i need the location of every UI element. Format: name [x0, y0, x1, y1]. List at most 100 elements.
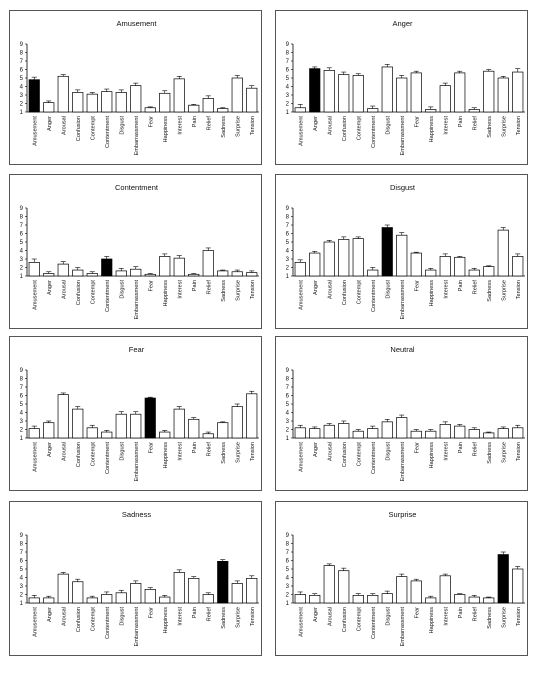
y-tick-label: 9: [20, 42, 24, 48]
y-tick-label: 5: [20, 402, 24, 408]
bar-surprise: [497, 229, 509, 277]
x-tick-label: Happiness: [163, 607, 169, 634]
bar-sadness: [483, 432, 495, 439]
x-tick-label: Pain: [192, 116, 198, 127]
x-tick-label: Relief: [472, 607, 478, 622]
x-tick-label: Confusion: [76, 280, 82, 305]
x-tick-label: Arousal: [327, 607, 333, 626]
y-tick-label: 7: [20, 223, 24, 229]
bar-fear: [144, 589, 156, 604]
x-tick-label: Surprise: [235, 280, 241, 301]
bar-fear: [410, 72, 422, 113]
bar-confusion: [72, 408, 84, 439]
y-tick-label: 5: [20, 76, 24, 82]
bar-happiness: [425, 269, 437, 277]
bar-contempt: [352, 430, 364, 439]
bar-relief: [202, 250, 214, 277]
y-tick-label: 2: [286, 428, 290, 434]
bar-contentment: [101, 91, 113, 113]
bar-amusement: [28, 262, 40, 277]
x-tick-label: Surprise: [235, 442, 241, 463]
bar-surprise: [497, 77, 509, 113]
y-tick-label: 6: [20, 394, 24, 400]
bar-arousal: [323, 565, 335, 604]
x-tick-label: Contempt: [356, 607, 362, 632]
x-tick-label: Interest: [177, 280, 183, 299]
bar-amusement: [294, 427, 306, 439]
x-tick-label: Disgust: [385, 280, 391, 299]
bar-amusement: [28, 597, 40, 604]
chart-panel-contentment: Contentment 1 2 3 4 5 6 7 8 9 Amusement Anger Arousa…: [9, 174, 262, 329]
x-tick-label: Embarrassment: [134, 442, 140, 482]
x-tick-label: Relief: [472, 442, 478, 457]
x-tick-label: Arousal: [327, 442, 333, 461]
bar-interest: [439, 85, 451, 113]
chart-svg: Anger 1 2 3 4 5 6 7 8 9 Amusement Anger Arousal Confu…: [286, 19, 525, 155]
bar-anger: [43, 273, 55, 277]
bar-confusion: [72, 92, 84, 113]
chart-svg: Contentment 1 2 3 4 5 6 7 8 9 Amusement Anger Arousa…: [20, 183, 259, 320]
x-tick-label: Anger: [47, 442, 53, 457]
y-tick-label: 5: [286, 402, 290, 408]
bar-contentment: [101, 258, 113, 277]
y-tick-label: 6: [286, 559, 290, 565]
x-tick-label: Anger: [313, 280, 319, 295]
y-tick-label: 4: [286, 576, 290, 582]
x-tick-label: Sadness: [487, 280, 493, 302]
bar-anger: [309, 252, 321, 277]
x-tick-label: Embarrassment: [400, 607, 406, 647]
x-tick-label: Embarrassment: [134, 280, 140, 320]
x-tick-label: Interest: [443, 607, 449, 626]
x-tick-label: Contentment: [105, 442, 111, 474]
x-tick-label: Amusement: [298, 442, 304, 472]
bar-anger: [309, 594, 321, 604]
x-tick-label: Fear: [414, 442, 420, 454]
x-tick-label: Disgust: [385, 442, 391, 461]
bar-contempt: [352, 594, 364, 604]
chart-panel-surprise: Surprise 1 2 3 4 5 6 7 8 9 Amusement Anger Arousal Co…: [275, 501, 528, 656]
x-tick-label: Happiness: [429, 442, 435, 469]
y-tick-label: 3: [286, 93, 290, 99]
bar-pain: [454, 72, 466, 113]
bar-disgust: [115, 270, 127, 277]
x-tick-label: Sadness: [487, 442, 493, 464]
x-tick-label: Sadness: [221, 116, 227, 138]
y-tick-label: 2: [286, 102, 290, 108]
y-tick-label: 2: [20, 102, 24, 108]
x-tick-label: Fear: [414, 116, 420, 128]
y-tick-label: 4: [20, 411, 24, 417]
y-tick-label: 4: [20, 249, 24, 255]
x-tick-label: Interest: [443, 442, 449, 461]
y-tick-label: 1: [286, 274, 290, 280]
bar-interest: [439, 575, 451, 604]
bar-embarrassment: [130, 583, 142, 604]
y-tick-label: 1: [286, 110, 290, 116]
y-tick-label: 6: [286, 394, 290, 400]
bar-tension: [246, 272, 258, 277]
bar-tension: [246, 577, 258, 604]
bar-pain: [188, 104, 200, 113]
bar-surprise: [231, 77, 243, 113]
y-tick-label: 2: [20, 266, 24, 272]
x-tick-label: Disgust: [385, 607, 391, 626]
y-tick-label: 6: [286, 232, 290, 238]
bar-anger: [43, 422, 55, 439]
bar-embarrassment: [130, 413, 142, 439]
chart-svg: Disgust 1 2 3 4 5 6 7 8 9 Amusement Anger Arousal Con…: [286, 183, 525, 319]
y-tick-label: 7: [286, 385, 290, 391]
bar-contempt: [86, 93, 98, 113]
y-tick-label: 6: [286, 68, 290, 74]
x-tick-label: Amusement: [298, 280, 304, 310]
bar-fear: [144, 107, 156, 113]
bar-sadness: [217, 108, 229, 113]
x-tick-label: Confusion: [76, 442, 82, 467]
bar-relief: [202, 98, 214, 113]
x-tick-label: Fear: [414, 280, 420, 292]
bar-pain: [454, 425, 466, 439]
chart-panel-amusement: Amusement 1 2 3 4 5 6 7 8 9 Amusement Anger Arousal C…: [9, 10, 262, 165]
bar-interest: [173, 408, 185, 439]
y-tick-label: 9: [20, 206, 24, 212]
bar-interest: [439, 424, 451, 439]
y-tick-label: 6: [20, 68, 24, 74]
y-tick-label: 2: [286, 266, 290, 272]
